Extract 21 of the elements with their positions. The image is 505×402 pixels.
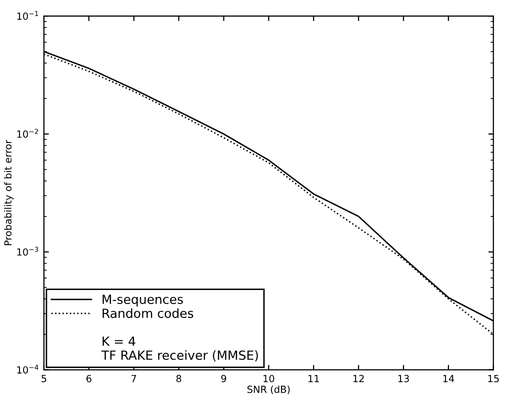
x-tick-label: 7 xyxy=(132,375,136,382)
annotation: K = 4 xyxy=(102,336,136,346)
y-tick-label: 10$^{−2}$ xyxy=(17,128,38,138)
legend-label: M-sequences xyxy=(102,294,183,306)
x-axis-title: SNR (dB) xyxy=(247,386,290,394)
x-tick-label: 13 xyxy=(398,374,409,382)
x-tick-label: 15 xyxy=(488,375,499,382)
x-tick-label: 12 xyxy=(353,374,364,382)
x-tick-label: 5 xyxy=(42,375,46,382)
legend-label: Random codes xyxy=(102,308,194,318)
y-tick-label: 10$^{−1}$ xyxy=(17,11,38,20)
x-tick-label: 6 xyxy=(86,374,92,382)
x-tick-label: 10 xyxy=(264,374,274,382)
x-tick-label: 14 xyxy=(443,375,454,382)
x-tick-label: 9 xyxy=(221,374,226,382)
x-tick-label: 11 xyxy=(308,375,319,382)
x-tick-label: 8 xyxy=(176,374,182,382)
annotation: TF RAKE receiver (MMSE) xyxy=(101,350,258,362)
y-tick-label: 10$^{−4}$ xyxy=(17,364,38,374)
y-axis-title: Probability of bit error xyxy=(4,140,14,246)
y-tick-label: 10$^{−3}$ xyxy=(17,246,38,256)
